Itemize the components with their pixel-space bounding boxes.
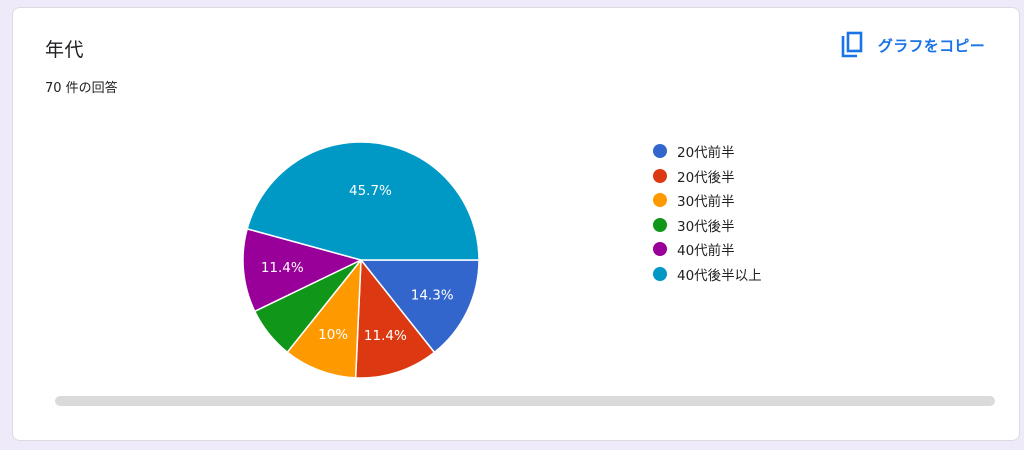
- slice-label: 14.3%: [411, 287, 454, 303]
- chart-legend: 20代前半 20代後半 30代前半 30代後半 40代前半 40代後半以上: [653, 139, 762, 286]
- response-count: 70 件の回答: [45, 81, 118, 96]
- copy-chart-label: グラフをコピー: [877, 36, 985, 55]
- pie-slice[interactable]: [286, 257, 362, 379]
- legend-label: 40代前半: [677, 243, 735, 260]
- pie-slice[interactable]: [242, 227, 364, 313]
- slice-label: 11.4%: [364, 328, 407, 344]
- legend-label: 20代前半: [677, 145, 735, 162]
- legend-label: 30代前半: [677, 194, 735, 211]
- horizontal-scrollbar[interactable]: [55, 396, 995, 406]
- legend-item[interactable]: 30代後半: [653, 213, 762, 238]
- legend-label: 40代後半以上: [677, 267, 762, 284]
- legend-item[interactable]: 40代前半: [653, 237, 762, 262]
- legend-item[interactable]: 20代後半: [653, 164, 762, 189]
- pie-slice[interactable]: [246, 141, 480, 261]
- legend-item[interactable]: 40代後半以上: [653, 262, 762, 287]
- slice-label: 10%: [318, 327, 348, 343]
- pie-chart: 14.3% 11.4% 10% 11.4% 45.7%: [242, 141, 480, 379]
- legend-item[interactable]: 30代前半: [653, 188, 762, 213]
- legend-label: 20代後半: [677, 169, 735, 186]
- legend-swatch: [653, 217, 667, 232]
- slice-label: 11.4%: [261, 260, 304, 276]
- pie-slice[interactable]: [359, 259, 480, 354]
- slice-label: 45.7%: [349, 183, 392, 199]
- legend-swatch: [653, 144, 667, 159]
- pie-slice[interactable]: [354, 257, 436, 379]
- copy-chart-button[interactable]: グラフをコピー: [840, 31, 985, 59]
- legend-swatch: [653, 193, 667, 208]
- legend-item[interactable]: 20代前半: [653, 139, 762, 164]
- legend-label: 30代後半: [677, 218, 735, 235]
- legend-swatch: [653, 168, 667, 183]
- legend-swatch: [653, 266, 667, 281]
- copy-icon: [840, 31, 864, 59]
- chart-card: 年代 70 件の回答 グラフをコピー 14.3% 11.4% 10% 11.4% 45.…: [12, 7, 1020, 441]
- legend-swatch: [653, 242, 667, 257]
- card-title: 年代: [45, 39, 85, 61]
